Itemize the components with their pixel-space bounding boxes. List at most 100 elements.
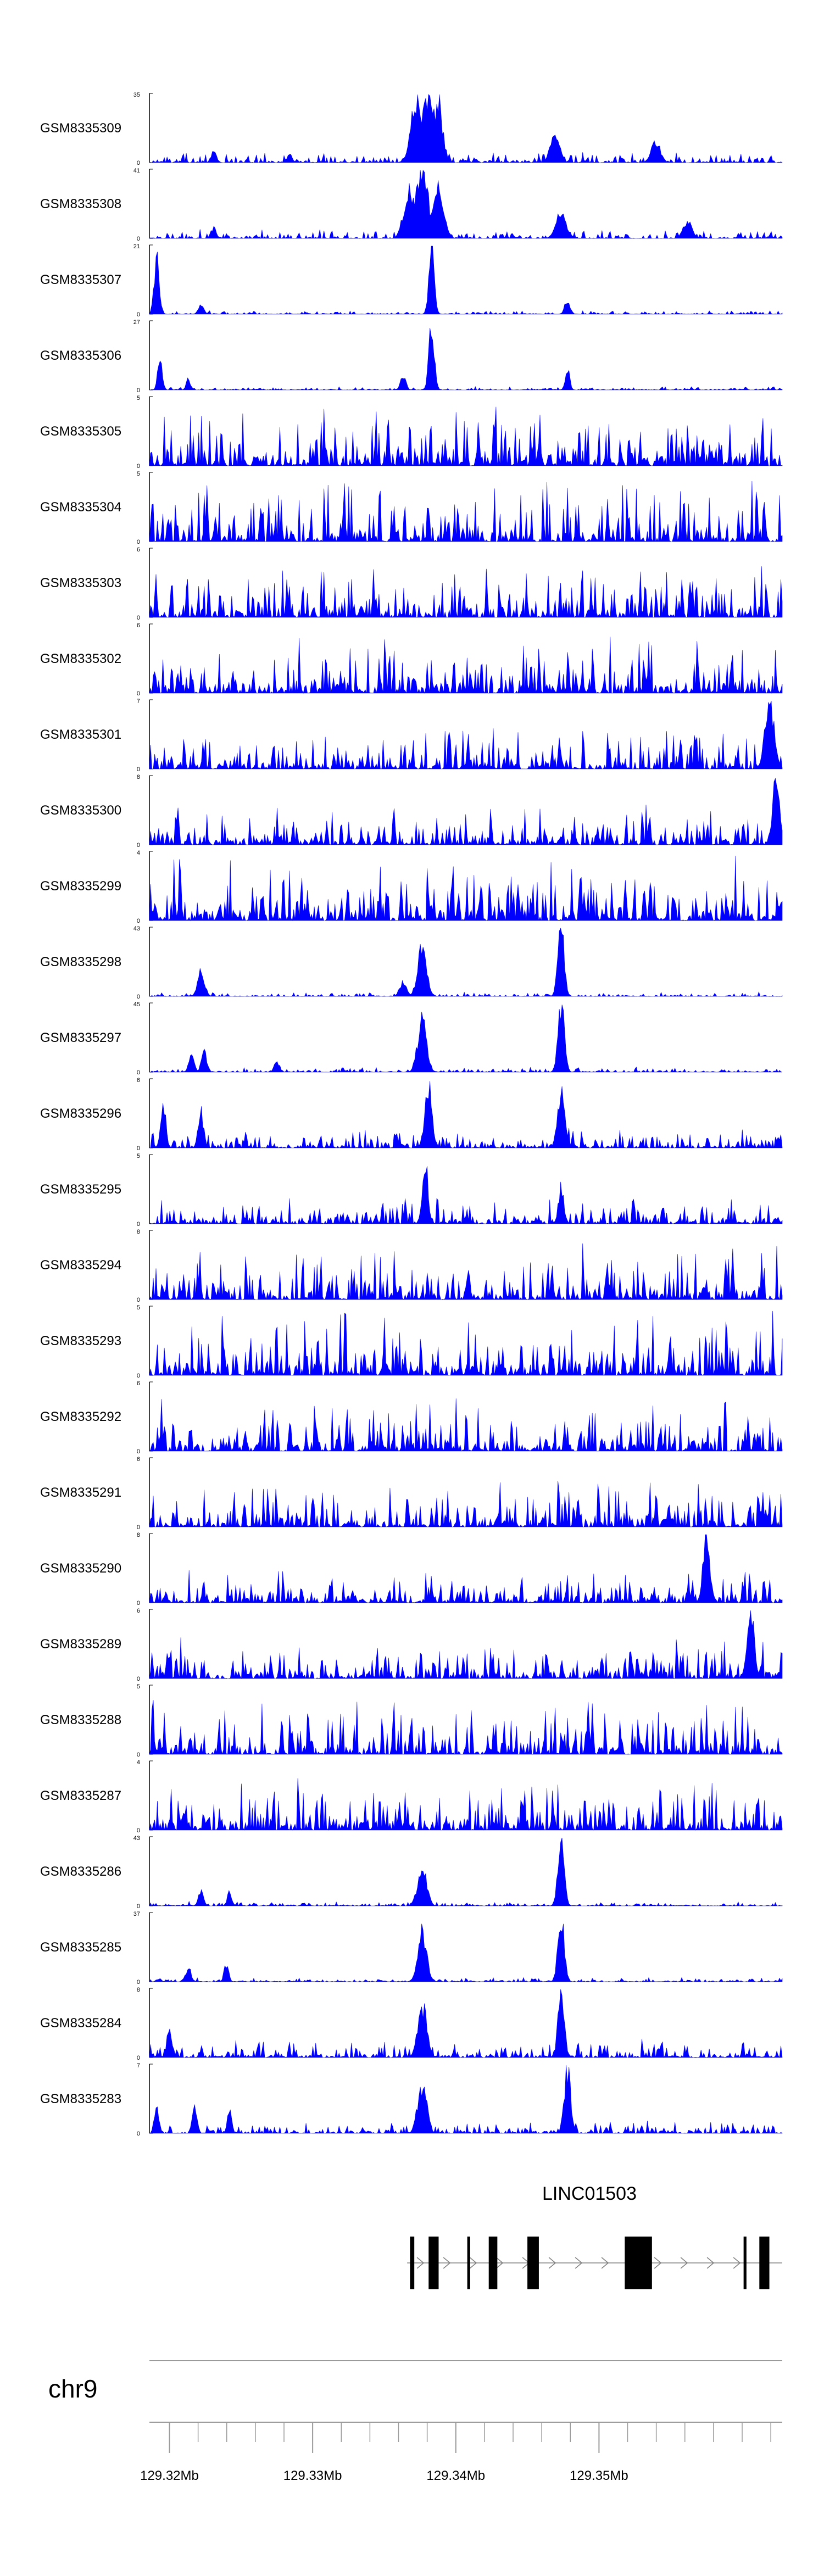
- gene-exon: [428, 2237, 439, 2289]
- track-GSM8335306: GSM8335306 27 0: [40, 319, 783, 394]
- strand-arrow: [680, 2257, 688, 2269]
- signal-tracks: GSM8335309350GSM8335308410GSM8335307210G…: [40, 92, 783, 2137]
- track-signal-area: [149, 1534, 783, 1604]
- track-min-label: 0: [137, 1979, 140, 1986]
- track-min-label: 0: [137, 1448, 140, 1455]
- track-max-label: 21: [133, 243, 140, 250]
- track-min-label: 0: [137, 1297, 140, 1303]
- track-max-label: 8: [137, 1987, 140, 1993]
- track-min-label: 0: [137, 2055, 140, 2061]
- track-signal-area: [149, 246, 783, 315]
- track-GSM8335297: GSM8335297 45 0: [40, 1001, 783, 1076]
- strand-arrow: [601, 2257, 609, 2269]
- track-GSM8335299: GSM8335299 4 0: [40, 850, 783, 924]
- track-max-label: 8: [137, 774, 140, 780]
- track-label: GSM8335286: [40, 1864, 121, 1879]
- track-max-label: 43: [133, 925, 140, 932]
- track-GSM8335296: GSM8335296 6 0: [40, 1077, 783, 1152]
- track-max-label: 4: [137, 1759, 140, 1766]
- track-min-label: 0: [137, 463, 140, 470]
- track-signal-area: [149, 1700, 783, 1755]
- track-min-label: 0: [137, 236, 140, 242]
- track-max-label: 8: [137, 1532, 140, 1538]
- track-signal-area: [149, 170, 783, 239]
- gene-exon: [759, 2237, 770, 2289]
- track-min-label: 0: [137, 387, 140, 394]
- gene-exon: [527, 2237, 539, 2289]
- track-min-label: 0: [137, 1524, 140, 1531]
- track-GSM8335302: GSM8335302 6 0: [40, 622, 783, 697]
- axis-tick-label: 129.35Mb: [570, 2468, 628, 2483]
- track-max-label: 6: [137, 1380, 140, 1387]
- track-max-label: 41: [133, 168, 140, 174]
- strand-arrow: [706, 2257, 715, 2269]
- track-min-label: 0: [137, 1676, 140, 1682]
- track-signal-area: [149, 481, 783, 542]
- track-label: GSM8335290: [40, 1561, 121, 1576]
- chromosome-label: chr9: [48, 2374, 97, 2403]
- track-min-label: 0: [137, 2131, 140, 2137]
- gene-exon: [743, 2237, 747, 2289]
- track-signal-area: [149, 327, 783, 391]
- track-min-label: 0: [137, 1827, 140, 1834]
- track-min-label: 0: [137, 766, 140, 773]
- track-GSM8335293: GSM8335293 5 0: [40, 1304, 783, 1379]
- track-signal-area: [149, 778, 783, 846]
- track-label: GSM8335305: [40, 424, 121, 439]
- track-min-label: 0: [137, 160, 140, 166]
- strand-arrow: [575, 2257, 583, 2269]
- track-GSM8335286: GSM8335286 43 0: [40, 1835, 783, 1910]
- track-signal-area: [149, 1989, 783, 2059]
- track-min-label: 0: [137, 1373, 140, 1379]
- track-GSM8335305: GSM8335305 5 0: [40, 395, 783, 470]
- track-GSM8335308: GSM8335308 41 0: [40, 168, 783, 242]
- gene-exon: [410, 2237, 415, 2289]
- track-signal-area: [149, 2065, 783, 2134]
- track-label: GSM8335303: [40, 576, 121, 590]
- track-signal-area: [149, 1837, 783, 1906]
- track-GSM8335290: GSM8335290 8 0: [40, 1532, 783, 1607]
- track-GSM8335295: GSM8335295 5 0: [40, 1153, 783, 1228]
- track-min-label: 0: [137, 690, 140, 697]
- track-signal-area: [149, 406, 783, 466]
- track-min-label: 0: [137, 1221, 140, 1228]
- track-GSM8335288: GSM8335288 5 0: [40, 1683, 783, 1758]
- track-signal-area: [149, 1778, 783, 1831]
- track-max-label: 27: [133, 319, 140, 326]
- track-GSM8335291: GSM8335291 6 0: [40, 1456, 783, 1531]
- track-signal-area: [149, 1481, 783, 1527]
- track-max-label: 7: [137, 2062, 140, 2069]
- strand-arrow: [416, 2257, 425, 2269]
- strand-arrow: [548, 2257, 556, 2269]
- track-max-label: 43: [133, 1835, 140, 1842]
- track-GSM8335301: GSM8335301 7 0: [40, 698, 783, 773]
- track-GSM8335289: GSM8335289 6 0: [40, 1608, 783, 1682]
- track-GSM8335298: GSM8335298 43 0: [40, 925, 783, 1000]
- track-max-label: 5: [137, 1683, 140, 1690]
- track-max-label: 5: [137, 395, 140, 402]
- track-min-label: 0: [137, 1069, 140, 1076]
- track-label: GSM8335300: [40, 803, 121, 818]
- track-min-label: 0: [137, 918, 140, 924]
- track-signal-area: [149, 1243, 783, 1301]
- track-min-label: 0: [137, 311, 140, 318]
- track-signal-area: [149, 856, 783, 922]
- track-label: GSM8335299: [40, 879, 121, 894]
- track-max-label: 37: [133, 1911, 140, 1917]
- track-min-label: 0: [137, 1903, 140, 1910]
- track-label: GSM8335283: [40, 2092, 121, 2106]
- track-max-label: 45: [133, 1001, 140, 1008]
- track-signal-area: [149, 566, 783, 618]
- track-label: GSM8335292: [40, 1409, 121, 1424]
- axis-tick-label: 129.34Mb: [426, 2468, 485, 2483]
- track-min-label: 0: [137, 1600, 140, 1607]
- gene-exon: [488, 2237, 498, 2289]
- track-label: GSM8335297: [40, 1030, 121, 1045]
- track-max-label: 7: [137, 698, 140, 705]
- track-label: GSM8335291: [40, 1485, 121, 1500]
- track-signal-area: [149, 700, 783, 770]
- track-GSM8335300: GSM8335300 8 0: [40, 774, 783, 849]
- track-signal-area: [149, 94, 783, 163]
- track-max-label: 35: [133, 92, 140, 98]
